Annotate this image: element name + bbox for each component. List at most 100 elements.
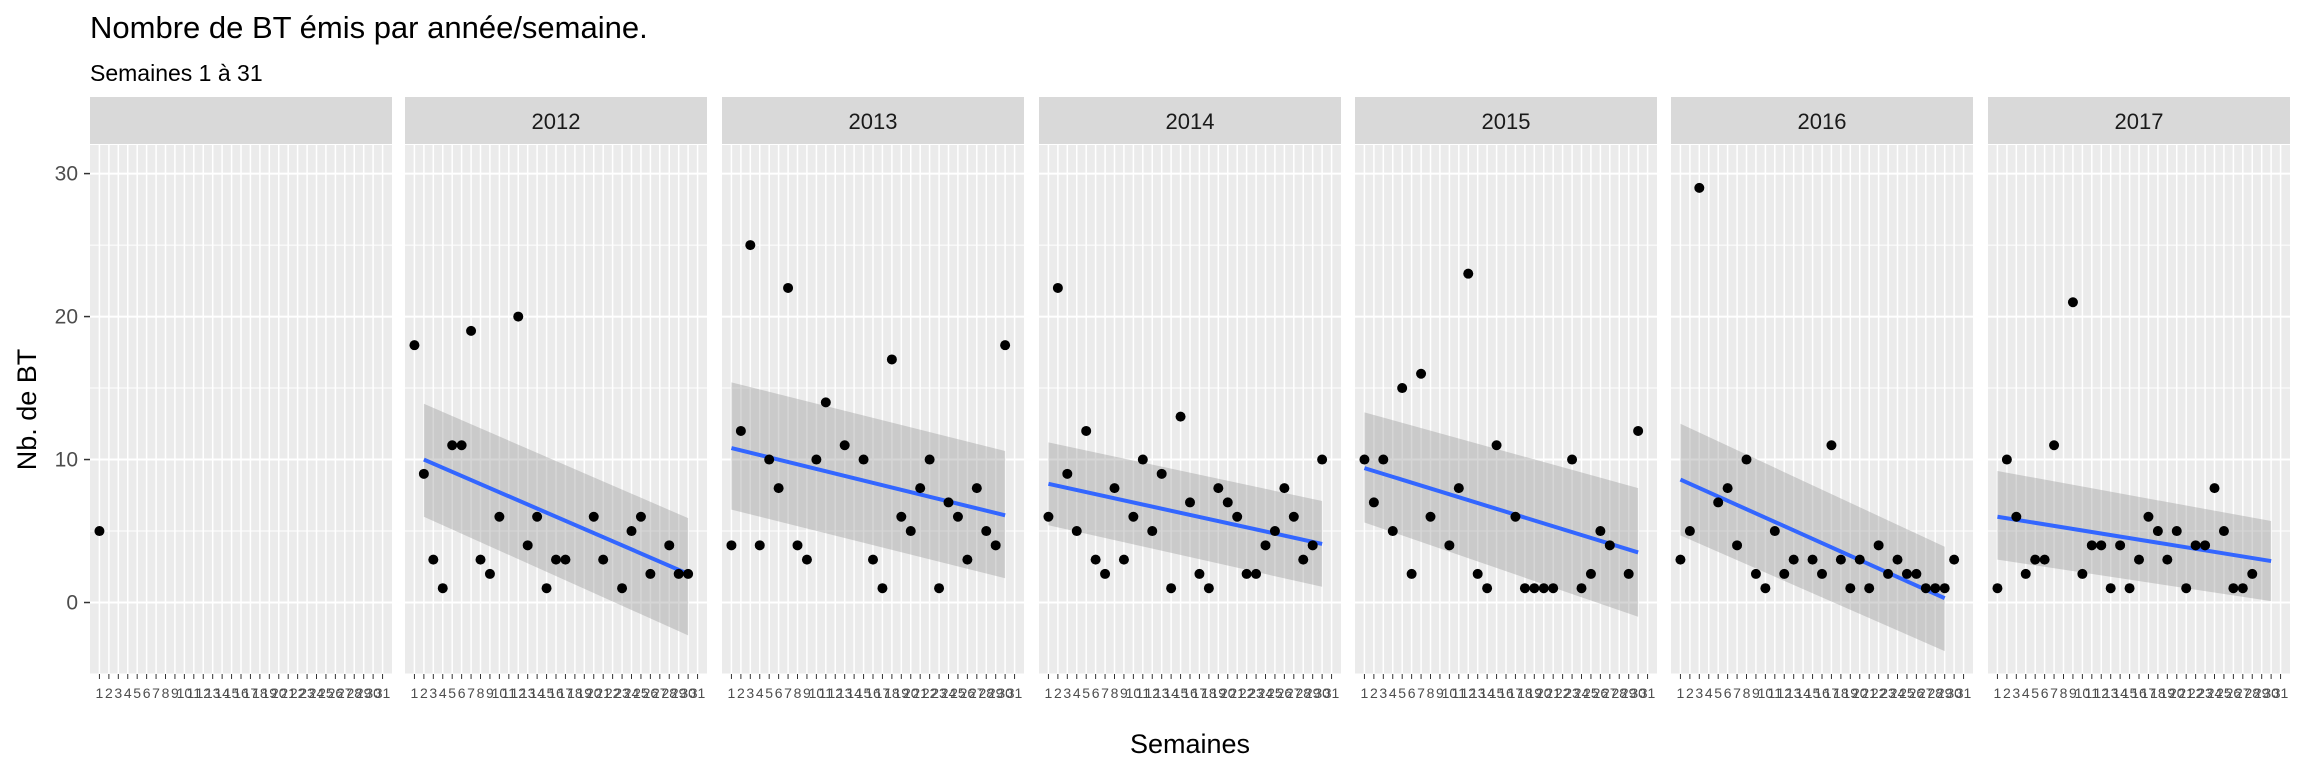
data-point [1368, 497, 1379, 508]
data-point [1519, 583, 1530, 594]
data-point [2200, 540, 2211, 551]
x-tick-label: 10 [492, 685, 508, 701]
data-point [2152, 526, 2163, 537]
data-point [2181, 583, 2192, 594]
data-point [2247, 568, 2258, 579]
data-point [494, 511, 505, 522]
data-point [1397, 383, 1408, 394]
data-point [664, 540, 675, 551]
x-tick-label: 17 [875, 685, 891, 701]
x-tick-label: 26 [1593, 685, 1609, 701]
x-tick-label: 26 [2226, 685, 2242, 701]
x-tick-label: 1 [1994, 685, 2002, 701]
x-tick-label: 1 [1677, 685, 1685, 701]
data-point [1166, 583, 1177, 594]
data-point [1156, 468, 1167, 479]
data-point [1100, 568, 1111, 579]
data-point [1472, 568, 1483, 579]
data-point [588, 511, 599, 522]
x-tick-label: 29 [1305, 685, 1321, 701]
x-tick-label: 1 [728, 685, 736, 701]
x-tick-label: 27 [337, 685, 353, 701]
x-tick-label: 30 [2263, 685, 2279, 701]
x-tick-label: 30 [1630, 685, 1646, 701]
x-tick-label: 22 [1871, 685, 1887, 701]
x-tick-label: 30 [997, 685, 1013, 701]
x-tick-label: 19 [894, 685, 910, 701]
x-tick-label: 27 [2235, 685, 2251, 701]
x-tick-label: 10 [1442, 685, 1458, 701]
x-tick-label: 3 [2012, 685, 2020, 701]
data-point [1633, 425, 1644, 436]
data-point [1203, 583, 1214, 594]
x-tick-label: 18 [1833, 685, 1849, 701]
x-tick-label: 16 [1814, 685, 1830, 701]
data-point [1482, 583, 1493, 594]
x-tick-label: 28 [1295, 685, 1311, 701]
facet-strip-label: 2017 [2115, 109, 2164, 134]
data-point [475, 554, 486, 565]
x-tick-label: 15 [539, 685, 555, 701]
x-tick-label: 21 [1861, 685, 1877, 701]
data-point [1576, 583, 1587, 594]
data-point [1538, 583, 1549, 594]
data-point [1387, 526, 1398, 537]
data-point [1260, 540, 1271, 551]
data-point [1175, 411, 1186, 422]
data-point [2105, 583, 2116, 594]
x-tick-label: 26 [328, 685, 344, 701]
data-point [2001, 454, 2012, 465]
data-point [1911, 568, 1922, 579]
data-point [745, 240, 756, 251]
data-point [1213, 483, 1224, 494]
y-axis-title: Nb. de BT [12, 349, 42, 471]
x-tick-label: 27 [652, 685, 668, 701]
facet-strip [1039, 97, 1341, 144]
x-tick-label: 3 [429, 685, 437, 701]
data-point [1251, 568, 1262, 579]
data-point [726, 540, 737, 551]
x-tick-label: 4 [1073, 685, 1081, 701]
x-tick-label: 23 [931, 685, 947, 701]
x-tick-label: 24 [1258, 685, 1274, 701]
x-tick-label: 10 [809, 685, 825, 701]
data-point [1835, 554, 1846, 565]
data-point [532, 511, 543, 522]
x-tick-label: 13 [1470, 685, 1486, 701]
x-tick-label: 15 [2122, 685, 2138, 701]
x-tick-label: 30 [365, 685, 381, 701]
x-tick-label: 11 [2085, 685, 2100, 701]
x-tick-label: 5 [133, 685, 141, 701]
x-tick-label: 22 [922, 685, 938, 701]
x-tick-label: 23 [299, 685, 315, 701]
facet-strip-label: 2014 [1166, 109, 1215, 134]
x-tick-label: 28 [2244, 685, 2260, 701]
x-tick-label: 20 [903, 685, 919, 701]
x-tick-label: 29 [1937, 685, 1953, 701]
data-point [1463, 268, 1474, 279]
x-tick-label: 26 [1909, 685, 1925, 701]
x-tick-label: 12 [2093, 685, 2109, 701]
x-tick-label: 15 [856, 685, 872, 701]
x-tick-label: 7 [1101, 685, 1109, 701]
data-point [1864, 583, 1875, 594]
x-tick-label: 12 [195, 685, 211, 701]
data-point [2134, 554, 2144, 565]
x-tick-label: 22 [1239, 685, 1255, 701]
facet-strip [1988, 97, 2290, 144]
x-tick-label: 1 [1045, 685, 1053, 701]
x-tick-label: 31 [1956, 685, 1972, 701]
data-point [1939, 583, 1950, 594]
data-point [990, 540, 1001, 551]
data-point [1288, 511, 1299, 522]
data-point [1760, 583, 1771, 594]
x-tick-label: 26 [643, 685, 659, 701]
x-tick-label: 5 [2031, 685, 2039, 701]
data-point [617, 583, 628, 594]
data-point [1741, 454, 1752, 465]
data-point [896, 511, 907, 522]
x-tick-label: 19 [262, 685, 278, 701]
data-point [1567, 454, 1578, 465]
